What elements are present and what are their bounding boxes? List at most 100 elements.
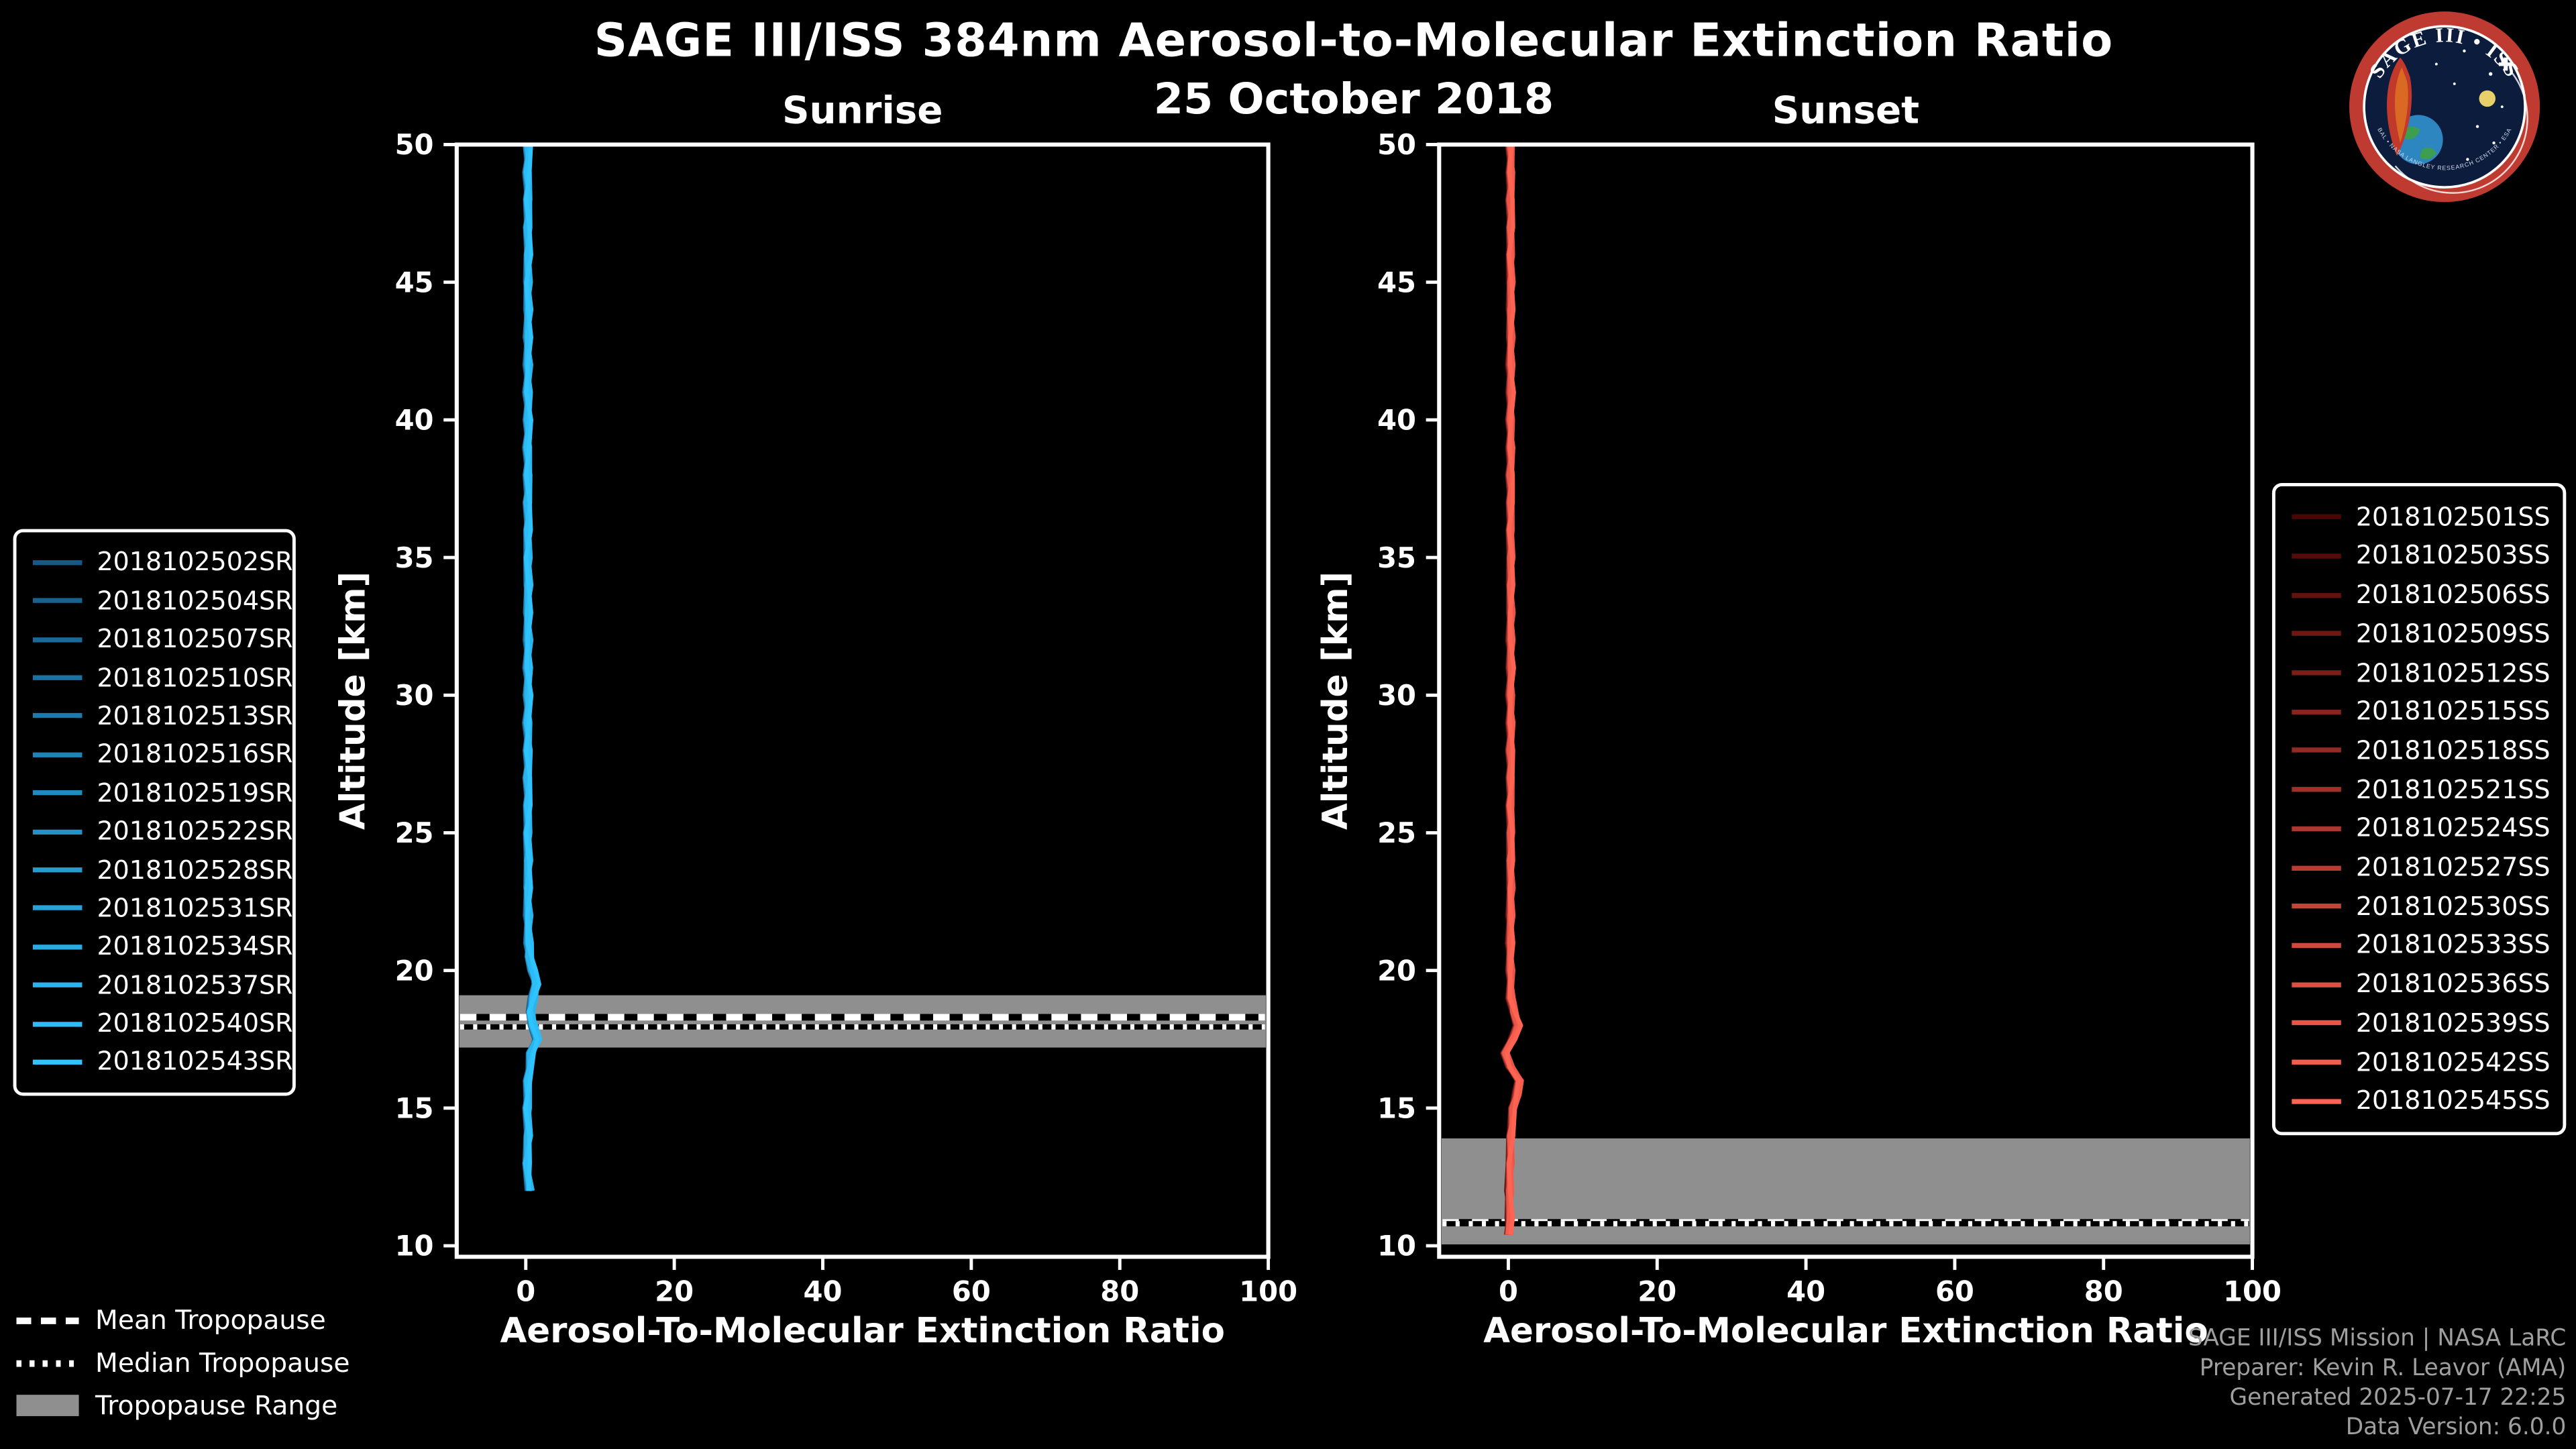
legend-label: 2018102533SS <box>2355 930 2551 961</box>
legend-label: 2018102524SS <box>2355 814 2551 844</box>
sunrise-panel-title: Sunrise <box>782 89 943 133</box>
x-tick-label: 80 <box>1100 1275 1139 1308</box>
y-tick-label: 20 <box>1377 954 1416 987</box>
legend-line-swatch <box>32 598 83 604</box>
x-axis-label: Aerosol-To-Molecular Extinction Ratio <box>1483 1311 2208 1351</box>
legend-item: 2018102513SR <box>32 702 292 731</box>
legend-item-mean-tropopause: Mean Tropopause <box>16 1304 350 1336</box>
legend-item: 2018102503SS <box>2292 541 2551 571</box>
logo-earth-land-2 <box>2420 148 2436 160</box>
sunset-panel: 0 20 40 60 80 100 10 15 20 25 30 35 40 45 50 Sunset Aero… <box>1316 89 2282 1351</box>
legend-item: 2018102539SS <box>2292 1008 2551 1038</box>
y-tick-label: 35 <box>1377 541 1416 574</box>
sunrise-panel: 0 20 40 60 80 100 10 15 20 25 30 35 40 45 50 Sunrise Aer… <box>333 89 1297 1351</box>
x-tick-label: 100 <box>1239 1275 1297 1308</box>
sunrise-series-legend: 2018102502SR 2018102504SR 2018102507SR 2018… <box>13 529 296 1096</box>
legend-line-swatch <box>2292 943 2341 948</box>
y-tick-label: 10 <box>1377 1230 1416 1263</box>
x-tick-label: 40 <box>1786 1275 1825 1308</box>
legend-label: 2018102534SR <box>97 932 293 962</box>
figure-title: SAGE III/ISS 384nm Aerosol-to-Molecular … <box>594 13 2114 68</box>
credit-mission: SAGE III/ISS Mission | NASA LaRC <box>2188 1326 2567 1352</box>
x-tick-label: 20 <box>655 1275 694 1308</box>
legend-item: 2018102506SS <box>2292 580 2551 610</box>
legend-label: 2018102528SR <box>97 855 293 885</box>
plot-border <box>454 142 1271 1259</box>
tropopause-range-band <box>1441 1138 2250 1245</box>
legend-item-median-tropopause: Median Tropopause <box>16 1347 350 1379</box>
legend-item: 2018102524SS <box>2292 814 2551 843</box>
x-tick-label: 60 <box>952 1275 991 1308</box>
legend-line-swatch <box>32 1059 83 1065</box>
legend-item: 2018102501SS <box>2292 502 2551 532</box>
legend-item: 2018102510SR <box>32 663 292 692</box>
legend-line-swatch <box>2292 748 2341 753</box>
x-axis-label: Aerosol-To-Molecular Extinction Ratio <box>500 1311 1224 1351</box>
legend-line-swatch <box>2292 670 2341 676</box>
logo-stars <box>2434 49 2504 161</box>
dotted-line-swatch-icon <box>16 1359 79 1366</box>
legend-line-swatch <box>2292 592 2341 598</box>
figure-date: 25 October 2018 <box>1153 75 1554 125</box>
y-tick-label: 50 <box>1377 128 1416 161</box>
y-tick-label: 15 <box>395 1092 434 1125</box>
legend-label: 2018102507SR <box>97 625 293 655</box>
legend-label: 2018102503SS <box>2355 541 2551 571</box>
legend-label: 2018102501SS <box>2355 502 2551 532</box>
legend-item: 2018102533SS <box>2292 930 2551 960</box>
legend-label: 2018102537SR <box>97 970 293 1000</box>
legend-label: 2018102504SR <box>97 586 293 616</box>
legend-label: Median Tropopause <box>95 1347 350 1379</box>
legend-item: 2018102502SR <box>32 547 292 578</box>
y-tick-label: 50 <box>395 128 434 161</box>
legend-line-swatch <box>2292 826 2341 831</box>
profile-line <box>523 144 541 1191</box>
legend-label: 2018102536SS <box>2355 969 2551 1000</box>
legend-label: 2018102516SR <box>97 739 293 769</box>
logo-orbit-arc <box>2394 70 2528 194</box>
legend-item: 2018102527SS <box>2292 853 2551 882</box>
legend-line-swatch <box>2292 553 2341 559</box>
legend-line-swatch <box>32 790 83 796</box>
legend-item: 2018102521SS <box>2292 775 2551 804</box>
legend-label: 2018102519SR <box>97 778 293 808</box>
legend-item: 2018102519SR <box>32 778 292 808</box>
figure-header: SAGE III/ISS 384nm Aerosol-to-Molecular … <box>368 13 2340 125</box>
x-tick-label: 20 <box>1638 1275 1676 1308</box>
x-tick-label: 80 <box>2084 1275 2123 1308</box>
y-tick-label: 20 <box>395 954 434 987</box>
legend-label: 2018102510SR <box>97 663 293 693</box>
legend-label: 2018102531SR <box>97 894 293 924</box>
legend-item: 2018102516SR <box>32 740 292 769</box>
legend-line-swatch <box>2292 515 2341 520</box>
logo-moon-icon <box>2479 90 2496 107</box>
legend-line-swatch <box>32 675 83 681</box>
legend-item-tropopause-range: Tropopause Range <box>16 1390 350 1421</box>
y-tick-label: 40 <box>395 404 434 437</box>
legend-item: 2018102528SR <box>32 855 292 885</box>
legend-item: 2018102515SS <box>2292 697 2551 727</box>
legend-item: 2018102540SR <box>32 1009 292 1038</box>
profile-line <box>1505 144 1523 1236</box>
legend-item: 2018102518SS <box>2292 736 2551 765</box>
legend-label: 2018102513SR <box>97 701 293 731</box>
y-tick-label: 45 <box>1377 266 1416 299</box>
legend-line-swatch <box>2292 865 2341 870</box>
legend-line-swatch <box>32 1021 83 1026</box>
credit-data-version: Data Version: 6.0.0 <box>2345 1414 2567 1441</box>
plot-border <box>1437 142 2255 1259</box>
legend-label: 2018102545SS <box>2355 1086 2551 1116</box>
legend-line-swatch <box>2292 904 2341 909</box>
legend-item: 2018102531SR <box>32 894 292 923</box>
legend-label: Mean Tropopause <box>95 1304 326 1336</box>
x-tick-label: 40 <box>804 1275 843 1308</box>
y-axis-label: Altitude [km] <box>333 572 374 830</box>
legend-line-swatch <box>32 713 83 719</box>
legend-line-swatch <box>2292 1020 2341 1026</box>
sunset-panel-title: Sunset <box>1772 89 1919 133</box>
y-tick-label: 45 <box>395 266 434 299</box>
y-tick-label: 40 <box>1377 404 1416 437</box>
legend-label: 2018102512SS <box>2355 657 2551 688</box>
legend-label: 2018102506SS <box>2355 580 2551 610</box>
